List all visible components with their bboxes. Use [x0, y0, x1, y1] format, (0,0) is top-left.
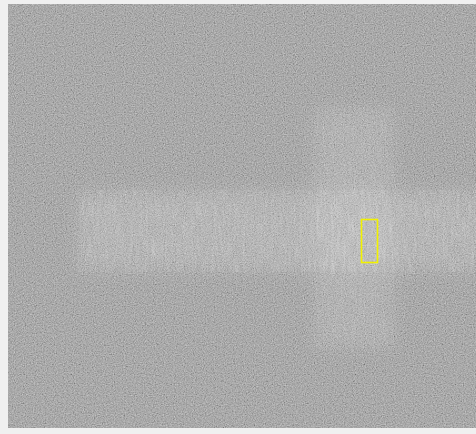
page: (() => { const data = JSON.parse(documen…: [0, 0, 476, 434]
streak-texture: [314, 108, 394, 348]
scan-view: [0, 0, 476, 434]
streak-texture: [78, 190, 476, 272]
scan-image: [8, 4, 476, 428]
